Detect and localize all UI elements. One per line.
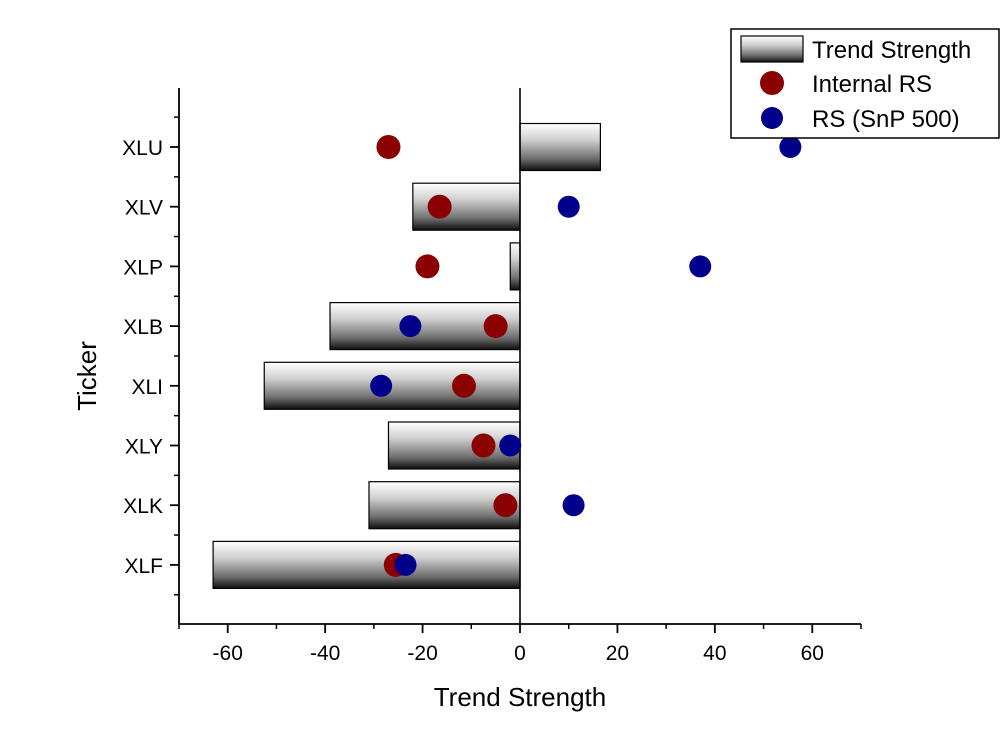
- legend-label-rs-snp500: RS (SnP 500): [812, 106, 960, 133]
- rs-snp500-point-xli: [370, 374, 393, 397]
- y-axis-title: Ticker: [72, 341, 102, 411]
- trend-strength-bars: [212, 122, 601, 590]
- x-tick-label: -60: [213, 642, 243, 665]
- legend: Trend Strength Internal RS RS (SnP 500): [730, 28, 1000, 139]
- rs-snp500-point-xlf: [394, 553, 417, 576]
- x-tick-label: 60: [801, 642, 824, 665]
- x-axis-title: Trend Strength: [434, 682, 606, 712]
- rs-snp500-point-xly: [499, 434, 522, 457]
- x-tick-label: 20: [606, 642, 629, 665]
- scatter-points: [370, 135, 802, 577]
- rs-snp500-point-xlk: [562, 494, 585, 517]
- internal-rs-point-xlv: [427, 194, 452, 219]
- internal-rs-point-xlu: [376, 135, 401, 159]
- internal-rs-point-xlk: [493, 493, 518, 518]
- internal-rs-point-xlp: [415, 254, 440, 279]
- rs-snp500-point-xlu: [779, 136, 802, 158]
- y-tick-label-xlu: XLU: [122, 137, 163, 160]
- internal-rs-point-xli: [451, 373, 476, 398]
- legend-swatch-trend-strength: [740, 35, 804, 63]
- bar-xlf: [212, 540, 521, 590]
- internal-rs-point-xlb: [483, 314, 508, 339]
- y-tick-label-xly: XLY: [125, 436, 163, 459]
- y-tick-label-xlv: XLV: [125, 197, 163, 220]
- x-tick-label: -40: [310, 642, 340, 665]
- y-tick-label-xlf: XLF: [124, 555, 163, 578]
- y-axis-ticks: XLU XLV XLP XLB XLI XLY XLK XLF: [122, 116, 179, 596]
- legend-swatch-rs-snp500: [761, 107, 783, 129]
- rs-snp500-point-xlp: [689, 255, 712, 278]
- y-tick-label-xlb: XLB: [123, 316, 163, 339]
- bar-xlp: [509, 242, 521, 291]
- legend-label-internal-rs: Internal RS: [812, 71, 932, 98]
- x-tick-label: 40: [703, 642, 726, 665]
- x-tick-label: 0: [514, 642, 526, 665]
- y-tick-label-xlp: XLP: [123, 256, 163, 279]
- legend-label-trend-strength: Trend Strength: [812, 37, 971, 64]
- bar-xlu: [519, 122, 601, 172]
- y-tick-label-xlk: XLK: [123, 495, 163, 518]
- x-tick-label: -20: [407, 642, 437, 665]
- rs-snp500-point-xlb: [399, 315, 422, 338]
- internal-rs-point-xly: [471, 433, 496, 458]
- legend-swatch-internal-rs: [760, 71, 784, 95]
- rs-snp500-point-xlv: [557, 195, 580, 218]
- axes: XLU XLV XLP XLB XLI XLY XLK XLF -60 -40 -20 0 20 40 6…: [122, 88, 862, 665]
- y-tick-label-xli: XLI: [131, 376, 163, 399]
- x-axis-ticks: -60 -40 -20 0 20 40 60: [178, 624, 862, 665]
